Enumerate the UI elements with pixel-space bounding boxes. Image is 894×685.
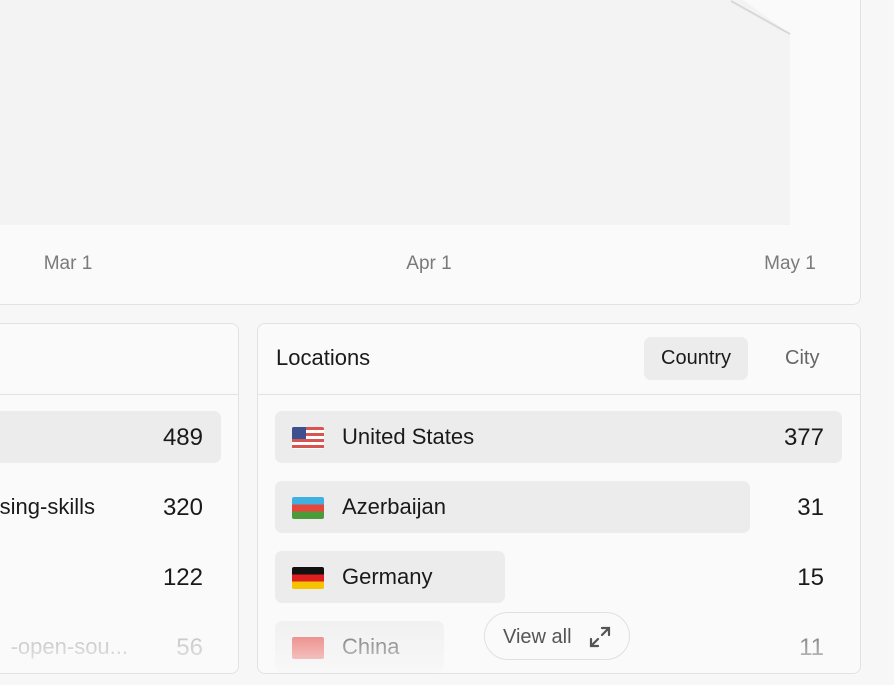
list-item[interactable]: 122 bbox=[0, 551, 221, 603]
az-flag-icon bbox=[292, 497, 324, 519]
row-label: sing-skills bbox=[0, 494, 95, 519]
pages-card: 489 sing-skills 320 122 -open-sou... 56 bbox=[0, 323, 239, 674]
row-label: China bbox=[342, 634, 400, 659]
us-flag-icon bbox=[292, 427, 324, 449]
area-chart bbox=[0, 0, 791, 225]
value-bar bbox=[275, 481, 750, 533]
value-bar bbox=[0, 411, 221, 463]
area-fill bbox=[0, 0, 790, 225]
view-all-button[interactable]: View all bbox=[484, 612, 630, 660]
area-line bbox=[730, 0, 791, 35]
card-header bbox=[0, 324, 238, 395]
expand-icon bbox=[589, 626, 611, 648]
locations-card: Locations Country City United States 377… bbox=[257, 323, 861, 674]
row-value: 56 bbox=[176, 634, 203, 661]
row-label: Azerbaijan bbox=[342, 494, 446, 519]
row-value: 122 bbox=[162, 564, 203, 591]
list-item[interactable]: -open-sou... 56 bbox=[0, 621, 221, 673]
x-tick: May 1 bbox=[764, 253, 816, 274]
x-tick: Apr 1 bbox=[406, 253, 452, 274]
row-value: 489 bbox=[162, 424, 203, 451]
list-item[interactable]: Azerbaijan 31 bbox=[275, 481, 842, 533]
row-value: 15 bbox=[797, 564, 824, 591]
row-label: Germany bbox=[342, 564, 433, 589]
row-value: 31 bbox=[797, 494, 824, 521]
de-flag-icon bbox=[292, 567, 324, 589]
row-value: 11 bbox=[799, 634, 824, 661]
x-tick: Mar 1 bbox=[43, 253, 93, 274]
tab-country[interactable]: Country bbox=[644, 337, 749, 380]
visitors-chart-card: Mar 1 Apr 1 May 1 bbox=[0, 0, 861, 305]
tab-city[interactable]: City bbox=[785, 347, 820, 369]
card-header: Locations Country City bbox=[258, 324, 860, 395]
row-label: United States bbox=[342, 424, 475, 449]
value-bar bbox=[275, 411, 842, 463]
row-label: -open-sou... bbox=[10, 634, 128, 659]
list-item[interactable]: 489 bbox=[0, 411, 221, 463]
row-value: 320 bbox=[162, 494, 203, 521]
cn-flag-icon bbox=[292, 637, 324, 659]
list-item[interactable]: sing-skills 320 bbox=[0, 481, 221, 533]
card-title: Locations bbox=[276, 345, 371, 370]
view-all-label: View all bbox=[503, 626, 572, 648]
list-item[interactable]: United States 377 bbox=[275, 411, 842, 463]
list-item[interactable]: Germany 15 bbox=[275, 551, 842, 603]
row-value: 377 bbox=[783, 424, 824, 451]
